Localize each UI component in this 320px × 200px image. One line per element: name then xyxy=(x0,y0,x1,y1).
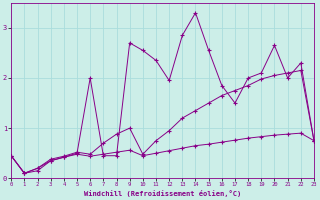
X-axis label: Windchill (Refroidissement éolien,°C): Windchill (Refroidissement éolien,°C) xyxy=(84,190,241,197)
